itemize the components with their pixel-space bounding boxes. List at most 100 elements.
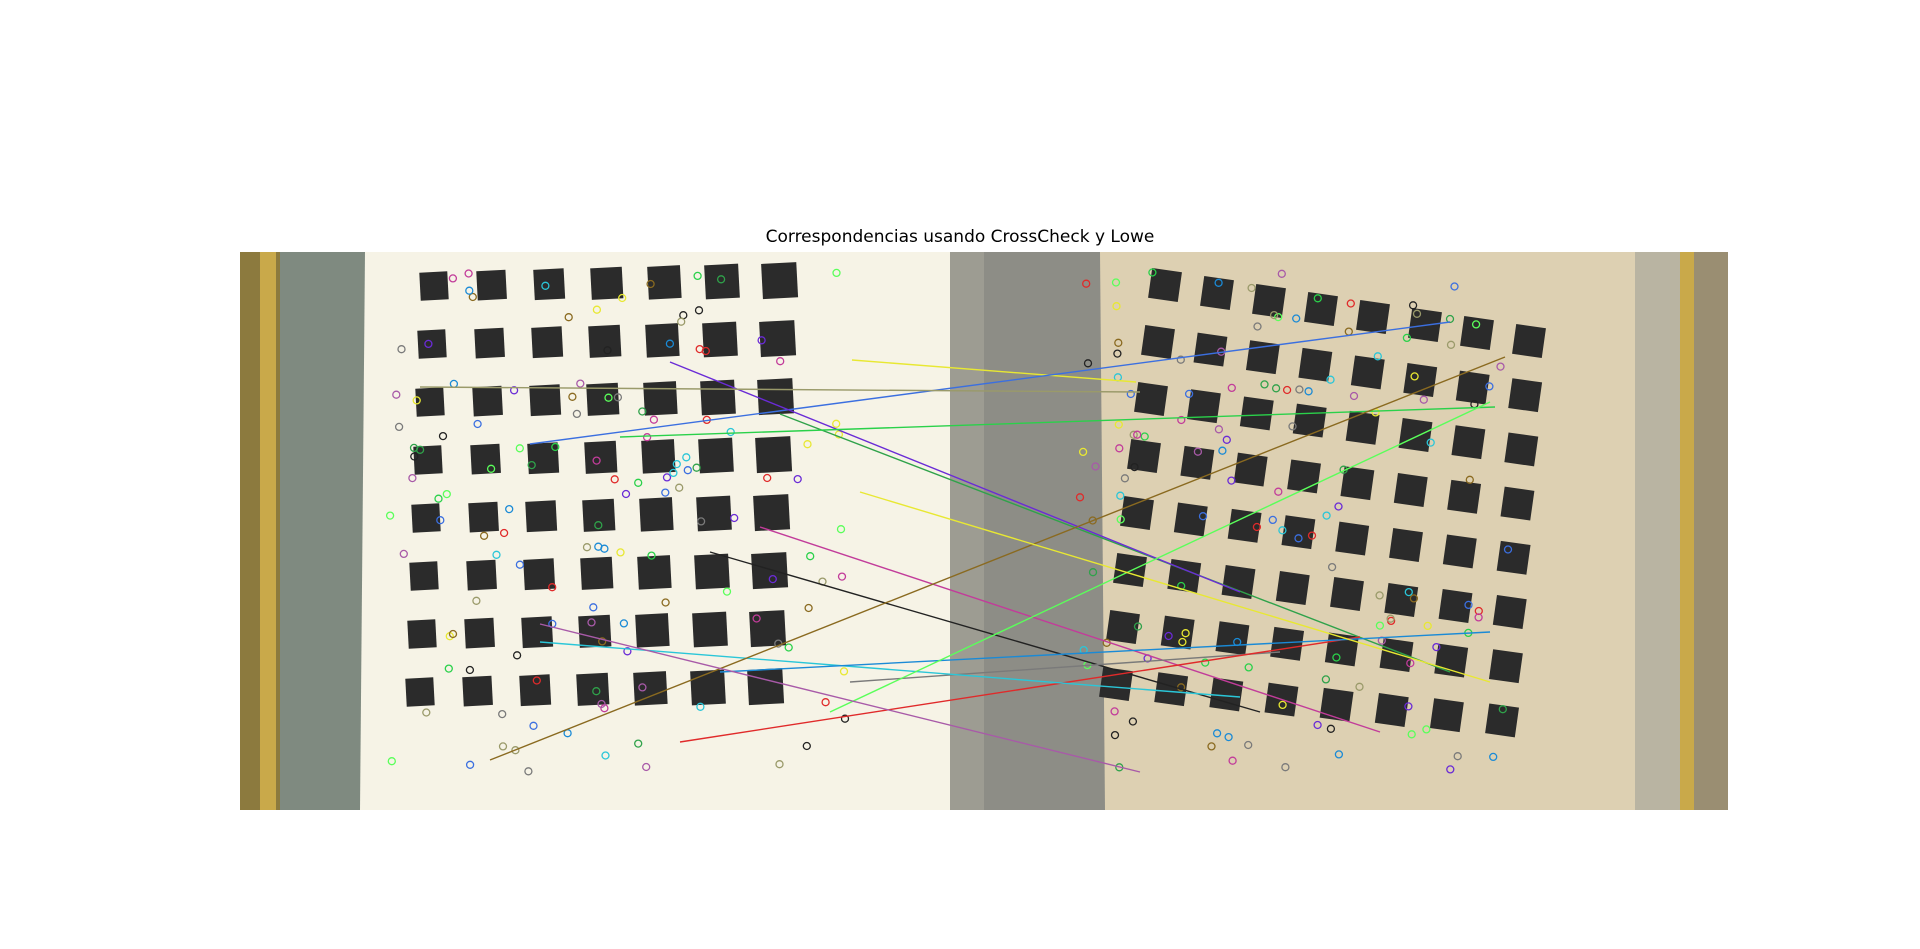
checker-square [1389,528,1423,562]
keypoint-marker [634,739,643,748]
keypoint-marker [730,513,739,523]
checker-square [1460,316,1494,350]
keypoint-marker [638,407,647,416]
keypoint-marker [587,618,596,627]
keypoint-marker [1184,389,1194,399]
checker-square [1221,565,1256,599]
checker-square [466,559,497,591]
checker-square [464,617,495,649]
checker-square [698,437,734,474]
keypoint-marker [1116,491,1125,500]
checker-square [1350,355,1385,390]
keypoint-marker [568,392,577,401]
keypoint-marker [1402,333,1412,343]
checker-square [1496,540,1531,575]
keypoint-marker [1218,446,1227,455]
keypoint-marker [438,431,448,441]
keypoint-markers [385,268,1513,776]
keypoint-marker [1278,700,1287,710]
left-checkerboard-image [240,252,984,810]
keypoint-marker [1140,432,1149,441]
keypoint-marker [1214,425,1224,434]
right-checkerboard-image [984,252,1728,810]
keypoint-marker [1288,422,1297,431]
keypoint-marker [1244,740,1253,750]
keypoint-marker [1313,720,1322,730]
keypoint-marker [468,292,477,302]
keypoint-marker [1406,659,1415,668]
checker-square [1239,396,1274,431]
checker-square [647,265,682,300]
checker-square [749,610,787,648]
keypoint-marker [1126,389,1135,399]
keypoint-marker [505,504,514,514]
keypoint-marker [594,521,603,530]
keypoint-marker [1321,675,1331,684]
keypoint-marker [434,494,443,503]
keypoint-marker [511,746,520,755]
match-lines [419,321,1506,773]
keypoint-marker [601,751,610,760]
checker-square [523,558,556,591]
keypoint-marker [529,721,538,730]
keypoint-marker [424,339,433,349]
keypoint-marker [589,603,598,612]
keypoint-marker [412,396,421,405]
keypoint-marker [1409,594,1419,603]
keypoint-marker [726,427,735,437]
keypoint-marker [695,344,704,354]
keypoint-marker [465,665,475,675]
checker-square [1455,370,1490,405]
keypoint-marker [498,709,507,719]
checker-square [1173,502,1208,537]
checker-square [1508,378,1543,413]
checker-square [1275,571,1310,605]
keypoint-marker [527,460,536,470]
keypoint-marker [1207,742,1216,751]
keypoint-marker [1130,462,1139,472]
keypoint-marker [515,444,524,453]
keypoint-marker [1304,387,1313,396]
checker-square [645,323,680,358]
checker-square [584,440,618,474]
checker-square [1167,559,1202,593]
keypoint-marker [1269,310,1279,320]
keypoint-marker [1373,352,1382,361]
checker-square [578,614,612,648]
checker-square [1281,515,1316,550]
keypoint-marker [498,742,508,751]
match-line [829,401,1491,713]
keypoint-marker [1178,637,1187,647]
keypoint-marker [638,683,647,692]
keypoint-marker [515,560,525,569]
keypoint-marker [1474,613,1483,622]
keypoint-marker [661,598,670,607]
checker-square [1442,534,1477,569]
checker-square [1345,410,1380,445]
keypoint-marker [512,651,522,660]
keypoint-marker [1410,372,1419,381]
checker-square [1398,418,1433,452]
checker-square [1485,703,1519,738]
keypoint-marker [1088,516,1097,525]
checker-square [415,387,445,417]
checker-square [1120,496,1154,530]
keypoint-marker [1422,725,1431,734]
keypoint-marker [821,698,830,707]
match-line [539,641,1241,698]
keypoint-marker [1281,763,1290,772]
keypoint-marker [1227,383,1236,393]
keypoint-marker [646,279,655,289]
keypoint-marker [1164,631,1173,641]
checker-square [755,436,793,474]
keypoint-marker [634,478,643,487]
keypoint-marker [436,516,445,525]
keypoint-marker [385,511,395,520]
keypoint-marker [1426,438,1435,447]
keypoint-marker [1404,587,1413,597]
checker-square [690,669,726,706]
keypoint-marker [1177,415,1186,425]
keypoint-marker [1212,729,1222,738]
match-line [619,406,1496,438]
keypoint-marker [387,757,396,766]
